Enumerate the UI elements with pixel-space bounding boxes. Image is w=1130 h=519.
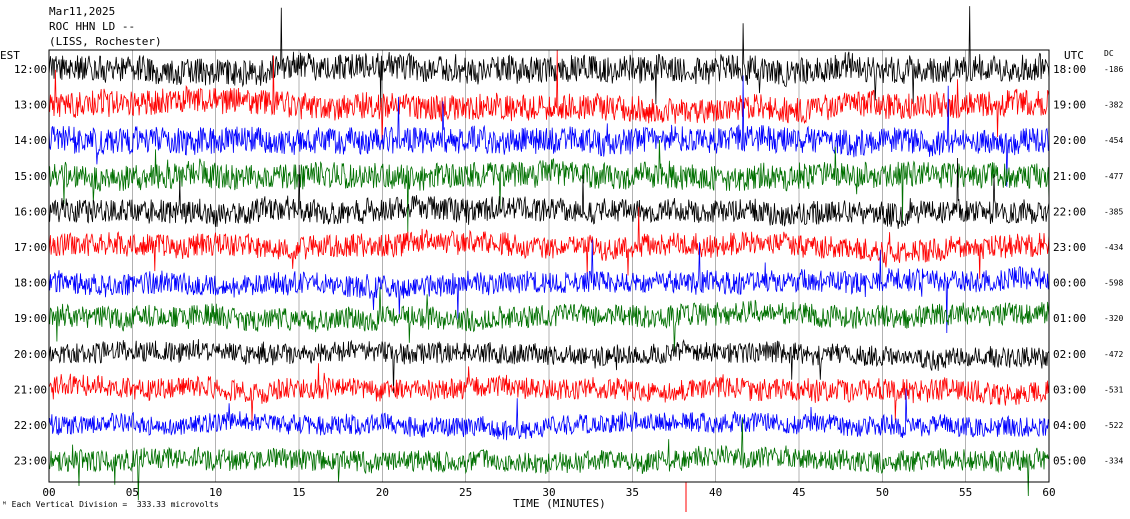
seismic-trace [48, 6, 1050, 108]
seismic-trace [48, 157, 1050, 229]
seismic-trace [48, 139, 1050, 234]
x-tick-label: 55 [959, 486, 972, 499]
est-hour-label: 21:00 [14, 383, 47, 396]
scale-footer-mark: ᴹ [2, 500, 12, 509]
scale-footer: ᴹ Each Vertical Division = 333.33 microv… [2, 500, 219, 509]
est-hour-label: 18:00 [14, 277, 47, 290]
dc-offset-value: -334 [1104, 457, 1123, 466]
x-tick-label: 45 [792, 486, 805, 499]
dc-offset-value: -477 [1104, 172, 1123, 181]
seismic-trace [48, 338, 1050, 394]
seismic-trace [48, 417, 1050, 501]
dc-offset-value: -598 [1104, 279, 1123, 288]
seismic-trace [48, 388, 1050, 441]
dc-offset-value: -434 [1104, 243, 1123, 252]
est-hour-label: 13:00 [14, 99, 47, 112]
utc-hour-label: 05:00 [1053, 455, 1086, 468]
header-station: ROC HHN LD -- [49, 20, 136, 33]
x-tick-label: 00 [42, 486, 55, 499]
dc-offset-value: -385 [1104, 207, 1123, 216]
utc-hour-label: 23:00 [1053, 241, 1086, 254]
seismic-trace [48, 50, 1050, 143]
dc-offset-value: -382 [1104, 101, 1123, 110]
utc-hour-label: 22:00 [1053, 205, 1086, 218]
grid-layer [48, 50, 1050, 482]
x-axis-title: TIME (MINUTES) [513, 497, 606, 510]
header-date: Mar11,2025 [49, 5, 116, 18]
x-tick-label: 35 [626, 486, 639, 499]
x-tick-label: 40 [709, 486, 722, 499]
x-tick-label: 30 [542, 486, 555, 499]
dc-offset-value: -320 [1104, 314, 1123, 323]
utc-hour-label: 20:00 [1053, 134, 1086, 147]
est-hour-label: 15:00 [14, 170, 47, 183]
utc-hour-label: 02:00 [1053, 348, 1086, 361]
x-tick-label: 50 [876, 486, 889, 499]
utc-hour-label: 04:00 [1053, 419, 1086, 432]
x-tick-label: 15 [292, 486, 305, 499]
est-hour-label: 20:00 [14, 348, 47, 361]
trace-layer [48, 6, 1050, 501]
x-tick-label: 10 [209, 486, 222, 499]
dc-offset-value: -522 [1104, 421, 1123, 430]
est-hour-label: 23:00 [14, 455, 47, 468]
utc-hour-label: 19:00 [1053, 99, 1086, 112]
seismic-trace [48, 286, 1050, 353]
label-layer: 00 05 10 15 20 25 30 35 40 45 50 55 60 12:00 18:00 -186… [14, 63, 1123, 512]
seismic-trace [48, 75, 1050, 187]
utc-hour-label: 21:00 [1053, 170, 1086, 183]
scale-footer-text: Each Vertical Division = 333.33 microvol… [11, 500, 219, 509]
utc-hour-label: 01:00 [1053, 312, 1086, 325]
dc-offset-value: -531 [1104, 385, 1123, 394]
x-tick-label: 60 [1042, 486, 1055, 499]
est-hour-label: 16:00 [14, 205, 47, 218]
seismic-trace [48, 206, 1050, 279]
dc-column-label: DC [1104, 49, 1114, 58]
est-hour-label: 12:00 [14, 63, 47, 76]
dc-offset-value: -472 [1104, 350, 1123, 359]
dc-offset-value: -186 [1104, 65, 1123, 74]
dc-offset-value: -454 [1104, 136, 1123, 145]
right-timezone-label: UTC [1064, 49, 1084, 62]
utc-hour-label: 18:00 [1053, 63, 1086, 76]
left-timezone-label: EST [0, 49, 20, 62]
plot-frame [48, 49, 1050, 483]
x-tick-label: 05 [126, 486, 139, 499]
est-hour-label: 19:00 [14, 312, 47, 325]
header-location: (LISS, Rochester) [49, 35, 162, 48]
x-tick-label: 20 [376, 486, 389, 499]
est-hour-label: 17:00 [14, 241, 47, 254]
utc-hour-label: 00:00 [1053, 277, 1086, 290]
est-hour-label: 14:00 [14, 134, 47, 147]
est-hour-label: 22:00 [14, 419, 47, 432]
seismic-trace [49, 363, 1050, 421]
x-tick-label: 25 [459, 486, 472, 499]
seismic-trace [48, 239, 1050, 334]
utc-hour-label: 03:00 [1053, 383, 1086, 396]
